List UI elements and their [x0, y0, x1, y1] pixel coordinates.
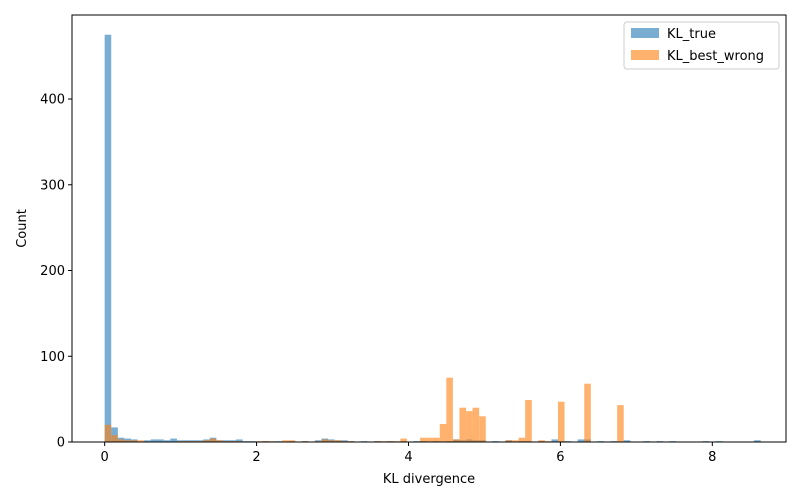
- histogram-bar: [111, 435, 118, 442]
- histogram-bar: [104, 34, 112, 442]
- histogram-bar: [426, 437, 434, 442]
- y-axis: 0 100 200 300 400: [40, 93, 72, 451]
- histogram-bar: [130, 440, 138, 442]
- histogram-bar: [525, 399, 532, 442]
- y-tick-label: 200: [40, 264, 65, 279]
- series-kl-best-wrong: [104, 377, 624, 442]
- y-axis-label: Count: [15, 209, 30, 248]
- histogram-bar: [170, 438, 177, 442]
- histogram-bar: [124, 440, 131, 442]
- x-tick-label: 4: [404, 450, 412, 465]
- histogram-bar: [459, 407, 467, 442]
- legend-label-kl-best-wrong: KL_best_wrong: [667, 49, 764, 64]
- legend-box: [623, 21, 780, 70]
- histogram-bar: [236, 439, 243, 442]
- histogram-bar: [104, 424, 112, 442]
- legend-swatch-kl-true: [631, 28, 659, 38]
- histogram-bar: [512, 440, 519, 442]
- x-tick-label: 8: [708, 450, 716, 465]
- histogram-bar: [551, 439, 559, 442]
- histogram-bar: [439, 423, 447, 442]
- histogram-bar: [518, 437, 526, 442]
- histogram-bar: [111, 427, 118, 442]
- legend-label-kl-true: KL_true: [667, 27, 716, 42]
- histogram-bar: [137, 440, 145, 442]
- legend-swatch-kl-best-wrong: [631, 50, 659, 60]
- histogram-bar: [452, 439, 460, 442]
- histogram-bar: [505, 440, 513, 442]
- histogram-bar: [209, 438, 217, 442]
- histogram-bar: [577, 439, 585, 442]
- histogram-bar: [557, 401, 565, 442]
- histogram-bar: [117, 439, 125, 442]
- histogram-bar: [321, 439, 329, 442]
- histogram-bar: [288, 440, 296, 442]
- x-axis-label: KL divergence: [383, 472, 475, 487]
- histogram-bar: [433, 437, 440, 442]
- y-tick-label: 400: [40, 93, 65, 108]
- histogram-bar: [144, 440, 151, 442]
- y-tick-label: 0: [57, 436, 65, 451]
- histogram-bar: [466, 411, 473, 442]
- plot-frame: [71, 14, 787, 443]
- x-tick-label: 2: [252, 450, 260, 465]
- histogram-bar: [328, 440, 335, 442]
- legend: KL_true KL_best_wrong: [623, 21, 780, 70]
- y-tick-label: 100: [40, 350, 65, 365]
- x-axis: 0 2 4 6 8: [101, 442, 716, 465]
- histogram-bar: [203, 440, 210, 442]
- histogram-bar: [472, 407, 480, 442]
- histogram-bar: [617, 405, 624, 442]
- x-tick-label: 6: [556, 450, 564, 465]
- histogram-bar: [420, 437, 427, 442]
- histogram-bar: [124, 438, 131, 442]
- plot-area-background: [72, 15, 786, 442]
- histogram-bar: [446, 377, 453, 442]
- histogram-bar: [400, 438, 407, 442]
- x-tick-label: 0: [101, 450, 109, 465]
- histogram-bar: [216, 440, 223, 442]
- histogram-bar: [754, 440, 761, 442]
- histogram-bar: [334, 440, 342, 442]
- histogram-bar: [163, 440, 171, 442]
- y-tick-label: 300: [40, 178, 65, 193]
- histogram-bar: [157, 439, 164, 442]
- histogram-bar: [150, 439, 158, 442]
- histogram-bar: [538, 440, 545, 442]
- histogram-bar: [623, 440, 631, 442]
- histogram-bar: [584, 383, 591, 442]
- histogram-bar: [282, 440, 289, 442]
- histogram-bar: [479, 416, 486, 442]
